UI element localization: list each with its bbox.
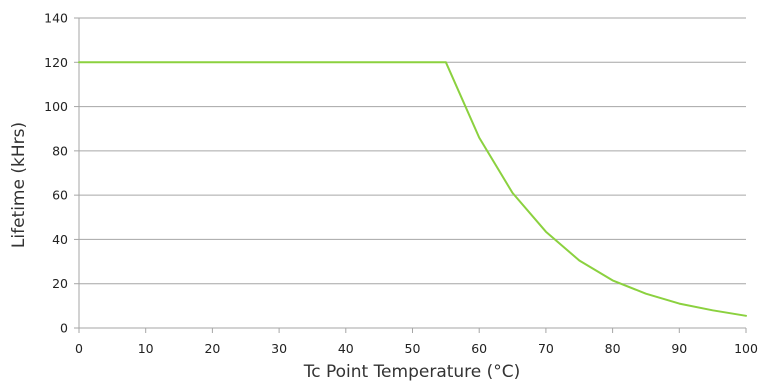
- y-tick-label: 120: [44, 55, 68, 70]
- axis-layer: [74, 17, 747, 333]
- x-tick-label: 100: [734, 341, 758, 356]
- x-tick-label: 20: [204, 341, 220, 356]
- x-tick-label: 30: [271, 341, 287, 356]
- x-tick-label: 70: [538, 341, 554, 356]
- x-tick-label: 80: [605, 341, 621, 356]
- x-tick-label: 50: [405, 341, 421, 356]
- y-tick-label: 40: [52, 232, 68, 247]
- series-layer: [78, 61, 747, 317]
- y-tick-label: 60: [52, 188, 68, 203]
- y-tick-label: 100: [44, 99, 68, 114]
- x-tick-label: 90: [671, 341, 687, 356]
- tick-labels: 0 20 40 60 80 100 120 140 0 10 20 30 40 50 60 70 80 90 100: [44, 11, 758, 357]
- x-axis-title: Tc Point Temperature (°C): [303, 362, 521, 382]
- grid-layer: [79, 17, 746, 285]
- x-tick-label: 60: [471, 341, 487, 356]
- series-line-0: [78, 61, 747, 317]
- y-axis-title: Lifetime (kHrs): [9, 122, 29, 248]
- x-tick-label: 10: [138, 341, 154, 356]
- y-tick-label: 20: [52, 276, 68, 291]
- x-tick-label: 0: [75, 341, 83, 356]
- y-tick-label: 0: [60, 321, 68, 336]
- x-tick-label: 40: [338, 341, 354, 356]
- y-tick-label: 140: [44, 11, 68, 26]
- y-tick-label: 80: [52, 143, 68, 158]
